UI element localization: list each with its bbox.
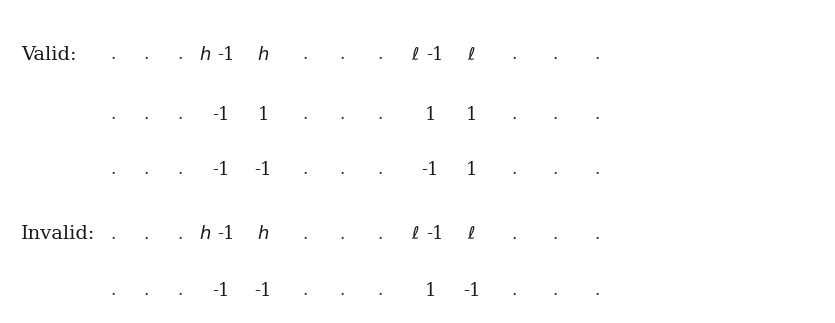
Text: .: .	[110, 47, 115, 63]
Text: Valid:: Valid:	[21, 46, 76, 64]
Text: $h$: $h$	[199, 46, 211, 64]
Text: -1: -1	[213, 282, 230, 300]
Text: .: .	[553, 161, 558, 178]
Text: .: .	[377, 106, 382, 123]
Text: .: .	[110, 226, 115, 243]
Text: .: .	[340, 226, 345, 243]
Text: .: .	[110, 161, 115, 178]
Text: .: .	[340, 161, 345, 178]
Text: -1: -1	[217, 225, 235, 243]
Text: .: .	[595, 47, 600, 63]
Text: $h$: $h$	[257, 225, 269, 243]
Text: .: .	[340, 282, 345, 299]
Text: .: .	[553, 47, 558, 63]
Text: .: .	[177, 47, 182, 63]
Text: .: .	[377, 161, 382, 178]
Text: 1: 1	[424, 106, 436, 124]
Text: .: .	[595, 226, 600, 243]
Text: .: .	[110, 106, 115, 123]
Text: .: .	[511, 226, 516, 243]
Text: $h$: $h$	[199, 225, 211, 243]
Text: .: .	[511, 47, 516, 63]
Text: .: .	[177, 106, 182, 123]
Text: -1: -1	[217, 46, 235, 64]
Text: -1: -1	[255, 282, 271, 300]
Text: .: .	[377, 282, 382, 299]
Text: .: .	[302, 106, 307, 123]
Text: -1: -1	[255, 161, 271, 179]
Text: -1: -1	[422, 161, 438, 179]
Text: 1: 1	[424, 282, 436, 300]
Text: $\ell$: $\ell$	[468, 46, 476, 64]
Text: Invalid:: Invalid:	[21, 225, 95, 243]
Text: $\ell$: $\ell$	[412, 225, 420, 243]
Text: .: .	[553, 282, 558, 299]
Text: .: .	[144, 282, 149, 299]
Text: .: .	[377, 226, 382, 243]
Text: .: .	[144, 226, 149, 243]
Text: -1: -1	[463, 282, 480, 300]
Text: -1: -1	[213, 106, 230, 124]
Text: .: .	[110, 282, 115, 299]
Text: .: .	[144, 47, 149, 63]
Text: .: .	[595, 161, 600, 178]
Text: .: .	[377, 47, 382, 63]
Text: .: .	[302, 226, 307, 243]
Text: .: .	[144, 106, 149, 123]
Text: .: .	[511, 282, 516, 299]
Text: .: .	[595, 106, 600, 123]
Text: 1: 1	[466, 106, 478, 124]
Text: .: .	[553, 106, 558, 123]
Text: .: .	[302, 161, 307, 178]
Text: -1: -1	[213, 161, 230, 179]
Text: .: .	[302, 282, 307, 299]
Text: $h$: $h$	[257, 46, 269, 64]
Text: .: .	[511, 106, 516, 123]
Text: .: .	[144, 161, 149, 178]
Text: .: .	[595, 282, 600, 299]
Text: .: .	[177, 226, 182, 243]
Text: .: .	[340, 47, 345, 63]
Text: .: .	[511, 161, 516, 178]
Text: .: .	[177, 282, 182, 299]
Text: .: .	[177, 161, 182, 178]
Text: -1: -1	[426, 46, 443, 64]
Text: .: .	[340, 106, 345, 123]
Text: .: .	[302, 47, 307, 63]
Text: 1: 1	[466, 161, 478, 179]
Text: .: .	[553, 226, 558, 243]
Text: 1: 1	[257, 106, 269, 124]
Text: -1: -1	[426, 225, 443, 243]
Text: $\ell$: $\ell$	[468, 225, 476, 243]
Text: $\ell$: $\ell$	[412, 46, 420, 64]
